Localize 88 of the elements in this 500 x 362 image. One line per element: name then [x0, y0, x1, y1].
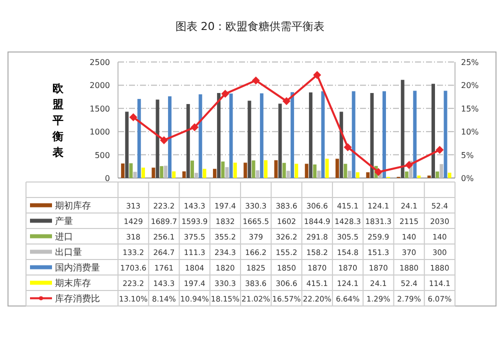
bar: [186, 104, 190, 178]
bar: [244, 162, 248, 178]
chart-title: 图表 20：欧盟食糖供需平衡表: [175, 20, 325, 33]
bar: [172, 171, 176, 178]
bar: [278, 104, 282, 178]
y2-tick-label: 0%: [461, 174, 474, 183]
bar: [274, 160, 278, 178]
bar: [321, 91, 325, 178]
bar: [294, 164, 298, 178]
bar: [168, 96, 172, 178]
bar: [313, 164, 317, 178]
bar: [290, 92, 294, 178]
legend-label: 国内消费量: [55, 262, 100, 274]
bar: [260, 93, 264, 178]
bar: [133, 172, 137, 178]
point: [190, 123, 199, 132]
legend-label: 出口量: [55, 247, 82, 258]
bar: [400, 80, 404, 178]
bar: [282, 162, 286, 178]
point: [405, 161, 414, 170]
bar: [164, 166, 168, 178]
point: [129, 113, 138, 122]
bar: [248, 100, 252, 178]
bar: [317, 170, 321, 178]
bar: [217, 92, 221, 178]
bar: [336, 158, 339, 178]
bar: [344, 164, 348, 178]
bar: [264, 160, 268, 178]
point: [282, 97, 290, 106]
bar: [286, 170, 290, 178]
y-tick-label: 2500: [90, 58, 110, 67]
bar: [325, 158, 329, 178]
point: [374, 168, 382, 176]
bar: [340, 112, 344, 178]
bar: [198, 94, 202, 178]
bar: [352, 91, 356, 178]
y2-tick-label: 5%: [461, 150, 474, 160]
bar: [212, 168, 216, 178]
bar: [356, 172, 360, 178]
bar: [233, 162, 237, 178]
point: [436, 146, 444, 154]
y2-tick-label: 10%: [461, 128, 480, 137]
bar: [366, 172, 370, 178]
bar: [308, 92, 312, 178]
bar: [221, 162, 225, 178]
bar: [160, 166, 164, 178]
y2-tick-label: 25%: [461, 58, 480, 67]
legend-label: 库存消费比: [55, 294, 100, 304]
bar: [436, 172, 440, 178]
bar: [432, 84, 435, 178]
y-tick-label: 1000: [90, 128, 110, 137]
bar: [190, 160, 194, 178]
point: [221, 90, 230, 98]
bar: [137, 98, 141, 178]
legend-label: 期末库存: [55, 278, 91, 289]
y-tick-label: 1500: [90, 104, 110, 114]
y-tick-label: 0: [104, 174, 110, 183]
bar: [256, 170, 260, 178]
point: [344, 143, 352, 152]
y2-tick-label: 20%: [461, 81, 480, 90]
bar: [182, 171, 186, 178]
bar: [404, 172, 408, 178]
legend-label: 产量: [55, 216, 73, 227]
legend-label: 进口: [55, 232, 73, 242]
legend-label: 期初库存: [55, 200, 91, 212]
bar: [125, 112, 129, 178]
bar: [252, 160, 256, 178]
bar: [225, 167, 229, 178]
point: [313, 70, 322, 79]
y-tick-label: 2000: [90, 81, 110, 90]
point: [252, 76, 260, 84]
y-tick-label: 500: [94, 150, 110, 160]
bar: [141, 168, 145, 178]
bar: [440, 164, 444, 178]
y-axis-title: 欧盟平衡表: [52, 82, 64, 159]
point: [160, 136, 168, 144]
bar: [152, 168, 156, 178]
bar: [382, 91, 386, 178]
bar: [413, 90, 417, 178]
bar: [448, 172, 452, 178]
bar: [194, 172, 198, 178]
bar: [370, 93, 374, 178]
bar: [229, 94, 233, 178]
bar: [156, 100, 160, 178]
y2-tick-label: 15%: [461, 104, 480, 114]
bar: [121, 163, 125, 178]
bar: [129, 163, 133, 178]
bar: [304, 164, 308, 178]
